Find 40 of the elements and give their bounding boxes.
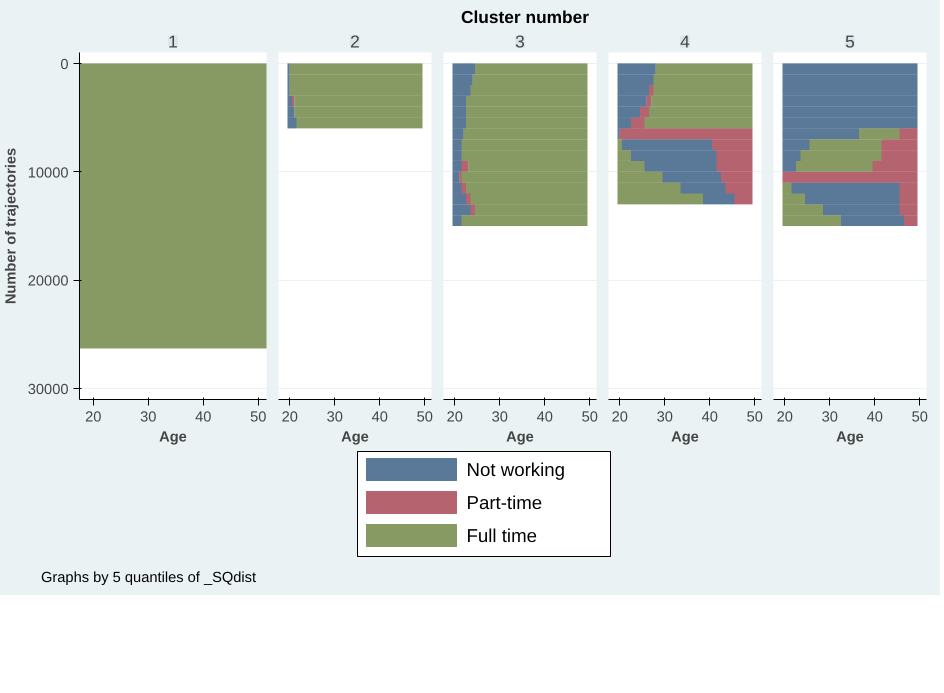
x-axis-title: Age: [341, 430, 369, 446]
y-tick-label: 30000: [28, 382, 69, 398]
x-tick-label: 20: [85, 410, 102, 426]
chart-title: 5: [845, 32, 855, 52]
x-axis-title: Age: [506, 430, 534, 446]
x-tick-label: 50: [746, 410, 763, 426]
y-axis-title: Number of trajectories: [4, 148, 20, 304]
x-tick-label: 30: [656, 410, 673, 426]
x-axis-title: Age: [836, 430, 864, 446]
x-tick-label: 20: [282, 410, 298, 426]
legend-label: Not working: [466, 459, 566, 480]
legend-label: Full time: [466, 525, 537, 546]
chart-title: 2: [350, 32, 360, 52]
x-tick-label: 40: [372, 410, 388, 426]
x-tick-label: 50: [250, 410, 266, 426]
x-tick-label: 40: [866, 410, 883, 426]
x-tick-label: 40: [702, 410, 718, 426]
y-tick-label: 20000: [28, 274, 69, 290]
text: Cluster number: [460, 6, 590, 29]
text: Graphs by 5 quantiles of _SQdist: [41, 569, 256, 588]
x-tick-label: 20: [446, 410, 463, 426]
x-tick-label: 20: [776, 410, 793, 426]
y-tick-label: 0: [60, 56, 69, 73]
x-tick-label: 40: [195, 410, 212, 426]
x-tick-label: 30: [326, 410, 343, 426]
x-tick-label: 40: [536, 410, 553, 426]
x-tick-label: 30: [822, 410, 838, 426]
y-tick-label: 10000: [28, 165, 69, 182]
x-tick-label: 50: [582, 410, 598, 426]
x-axis-title: Age: [671, 430, 699, 446]
chart-title: 3: [515, 32, 525, 52]
x-axis-title: Age: [159, 430, 187, 446]
legend-label: Part-time: [466, 492, 542, 513]
x-tick-label: 30: [492, 410, 508, 426]
x-tick-label: 50: [912, 410, 928, 426]
x-tick-label: 30: [140, 410, 156, 426]
x-tick-label: 50: [416, 410, 433, 426]
chart-title: 4: [680, 32, 690, 52]
x-tick-label: 20: [612, 410, 628, 426]
chart-title: 1: [168, 32, 178, 52]
